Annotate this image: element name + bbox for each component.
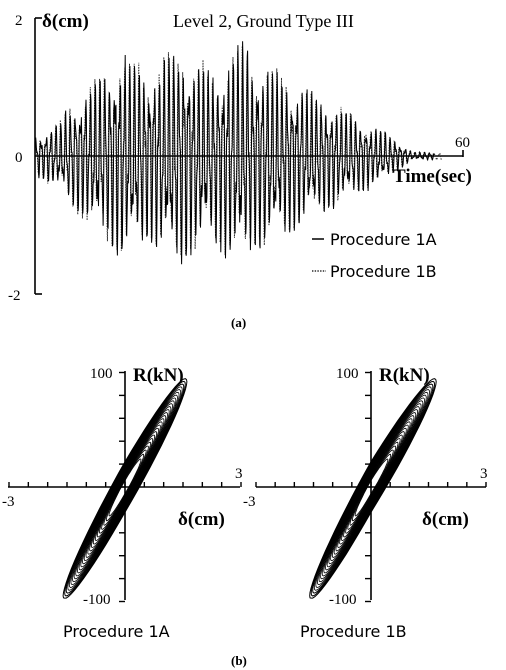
x-axis-label-b1: δ(cm): [178, 509, 225, 530]
hysteresis-loop: [321, 400, 424, 577]
panel-label-b: (b): [231, 653, 247, 668]
y-tick-label-neg100-b2: -100: [329, 592, 357, 608]
hysteresis-loop: [341, 434, 403, 542]
y-tick-label-100-b1: 100: [90, 366, 113, 382]
y-axis-label-b2: R(kN): [379, 365, 430, 386]
axis-ticks-b1: [8, 371, 242, 603]
series-procedure-1a-line: [34, 41, 435, 265]
x-tick-label-neg3-b1: -3: [2, 494, 15, 510]
y-tick-label-neg2: -2: [8, 288, 21, 304]
axis-ticks-b2: [255, 371, 487, 603]
hysteresis-loop: [339, 431, 405, 545]
x-tick-label-3-b1: 3: [235, 466, 243, 482]
y-axis-label-b1: R(kN): [133, 365, 184, 386]
hysteresis-loop: [354, 458, 389, 517]
hysteresis-loop: [103, 449, 147, 526]
hysteresis-loop: [349, 449, 394, 526]
x-tick-label-3-b2: 3: [480, 466, 488, 482]
hysteresis-loop: [101, 445, 149, 530]
hysteresis-chart-1b: -3 3 100 -100 R(kN) δ(cm) Procedure 1B: [243, 365, 488, 641]
hysteresis-loop: [98, 441, 152, 534]
hysteresis-loop: [315, 389, 431, 588]
x-tick-label-60: 60: [455, 135, 470, 151]
hysteresis-loop: [320, 397, 426, 580]
hysteresis-loop: [328, 412, 417, 565]
hysteresis-loop: [312, 383, 434, 594]
hysteresis-loop: [335, 424, 409, 552]
legend-label-1a: Procedure 1A: [330, 230, 437, 249]
y-tick-label-2: 2: [15, 13, 23, 29]
hysteresis-loop: [325, 406, 420, 571]
y-tick-label-100-b2: 100: [336, 366, 359, 382]
hysteresis-loop: [105, 453, 145, 522]
hysteresis-loop: [316, 391, 429, 586]
hysteresis-loop: [337, 427, 407, 548]
hysteresis-loop: [351, 453, 392, 522]
legend-label-1b: Procedure 1B: [330, 262, 437, 281]
hysteresis-loop: [345, 441, 399, 534]
x-tick-label-neg3-b2: -3: [243, 494, 256, 510]
chart-title-a: Level 2, Ground Type III: [173, 11, 354, 31]
x-axis-label-b2: δ(cm): [422, 509, 469, 530]
hysteresis-loop: [326, 409, 419, 568]
hysteresis-loop: [94, 434, 156, 542]
hysteresis-loop: [62, 378, 188, 599]
y-tick-label-neg100-b1: -100: [83, 592, 111, 608]
hysteresis-loop: [309, 378, 437, 599]
y-tick-label-0: 0: [15, 150, 23, 166]
hysteresis-loop: [333, 421, 411, 555]
time-history-chart: 2 0 -2 δ(cm) Level 2, Ground Type III 60…: [8, 11, 472, 330]
hysteresis-loop: [92, 431, 158, 545]
x-axis-label-a: Time(sec): [393, 166, 472, 187]
hysteresis-chart-1a: -3 3 100 -100 R(kN) δ(cm) Procedure 1A: [2, 365, 243, 641]
hysteresis-loops-1a: [62, 378, 188, 599]
hysteresis-loops-1b: [309, 378, 437, 599]
hysteresis-loop: [85, 418, 165, 558]
hysteresis-loop: [96, 438, 154, 538]
hysteresis-loop: [330, 415, 415, 562]
hysteresis-loop: [108, 458, 142, 517]
y-axis-label-a: δ(cm): [42, 11, 89, 32]
caption-procedure-1a: Procedure 1A: [63, 622, 170, 641]
panel-label-a: (a): [231, 315, 246, 330]
hysteresis-loop: [347, 445, 397, 530]
caption-procedure-1b: Procedure 1B: [300, 622, 407, 641]
legend: Procedure 1A Procedure 1B: [312, 230, 437, 281]
